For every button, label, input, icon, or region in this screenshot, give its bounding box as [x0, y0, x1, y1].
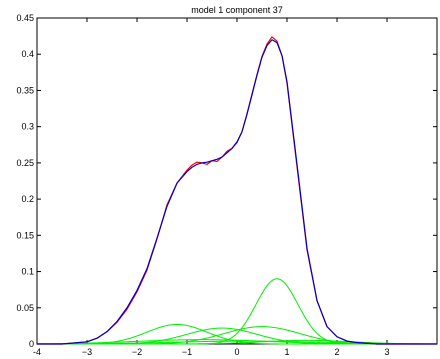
x-tick-label: −3: [82, 347, 92, 357]
chart-title: model 1 component 37: [191, 5, 283, 15]
x-tick-label: 2: [334, 347, 339, 357]
x-tick-label: −1: [182, 347, 192, 357]
y-tick-label: 0.3: [21, 122, 34, 132]
y-tick-label: 0.4: [21, 49, 34, 59]
x-tick-label: -4: [33, 347, 41, 357]
y-tick-label: 0.15: [16, 230, 34, 240]
y-tick-label: 0.35: [16, 85, 34, 95]
empirical-curve: [37, 36, 437, 345]
x-tick-label: 1: [284, 347, 289, 357]
plot-area: -4 −3 −2 −1 0 1 2 3 0 0.05 0.1 0.15 0.2 0.25 0.3 0.35 0.…: [16, 13, 438, 357]
y-tick-label: 0.1: [21, 267, 34, 277]
x-tick-label: 3: [384, 347, 389, 357]
component-curve: [37, 278, 437, 345]
plot-frame: [36, 17, 438, 345]
mixture-curve: [37, 39, 437, 345]
y-tick-label: 0.2: [21, 194, 34, 204]
y-tick-label: 0: [29, 339, 34, 349]
component-curve: [37, 339, 437, 345]
y-tick-label: 0.05: [16, 303, 34, 313]
y-tick-label: 0.25: [16, 158, 34, 168]
x-tick-label: 0: [234, 347, 239, 357]
y-tick-label: 0.45: [16, 13, 34, 23]
x-tick-label: −2: [132, 347, 142, 357]
